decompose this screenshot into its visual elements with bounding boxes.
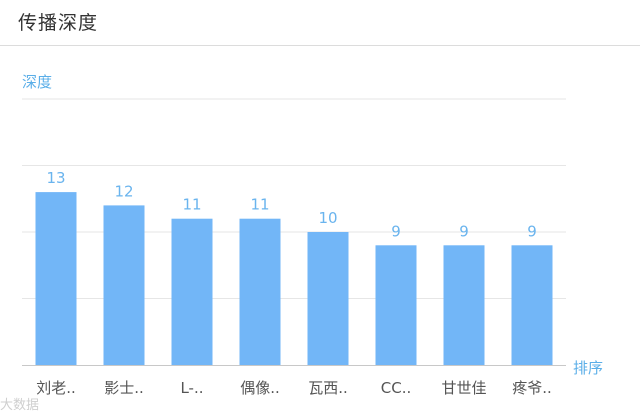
x-tick-label: 影士.. <box>104 379 144 397</box>
bar-value-label: 13 <box>46 169 65 187</box>
x-tick-label: CC.. <box>381 379 411 397</box>
bar-value-label: 10 <box>318 209 337 227</box>
chart-data-labels: 13 12 11 11 10 9 9 9 <box>46 169 536 240</box>
bar[interactable] <box>375 245 417 365</box>
x-tick-label: 偶像.. <box>240 379 280 397</box>
x-tick-label: 疼爷.. <box>512 379 552 397</box>
x-tick-label: 甘世佳 <box>441 379 486 397</box>
panel-title: 传播深度 <box>18 12 99 34</box>
panel-header: 传播深度 <box>0 0 640 46</box>
bar-value-label: 11 <box>182 196 201 214</box>
bar[interactable] <box>35 192 77 365</box>
chart-bars <box>35 192 553 365</box>
bar[interactable] <box>103 205 145 365</box>
bar[interactable] <box>239 218 281 365</box>
x-axis-title: 排序 <box>573 359 603 377</box>
bar-value-label: 9 <box>459 222 469 240</box>
x-tick-label: L-.. <box>180 379 203 397</box>
bar-value-label: 11 <box>250 196 269 214</box>
bar[interactable] <box>511 245 553 365</box>
watermark-logo: 大数据 <box>0 398 40 413</box>
bar[interactable] <box>443 245 485 365</box>
y-axis-title: 深度 <box>22 73 52 91</box>
x-tick-label: 刘老.. <box>36 379 76 397</box>
bar[interactable] <box>171 218 213 365</box>
chart-x-ticks: 刘老.. 影士.. L-.. 偶像.. 瓦西.. CC.. 甘世佳 疼爷.. <box>36 379 552 397</box>
x-tick-label: 瓦西.. <box>308 379 348 397</box>
bar[interactable] <box>307 232 349 365</box>
bar-value-label: 9 <box>391 222 401 240</box>
bar-value-label: 12 <box>114 182 133 200</box>
bar-value-label: 9 <box>527 222 537 240</box>
